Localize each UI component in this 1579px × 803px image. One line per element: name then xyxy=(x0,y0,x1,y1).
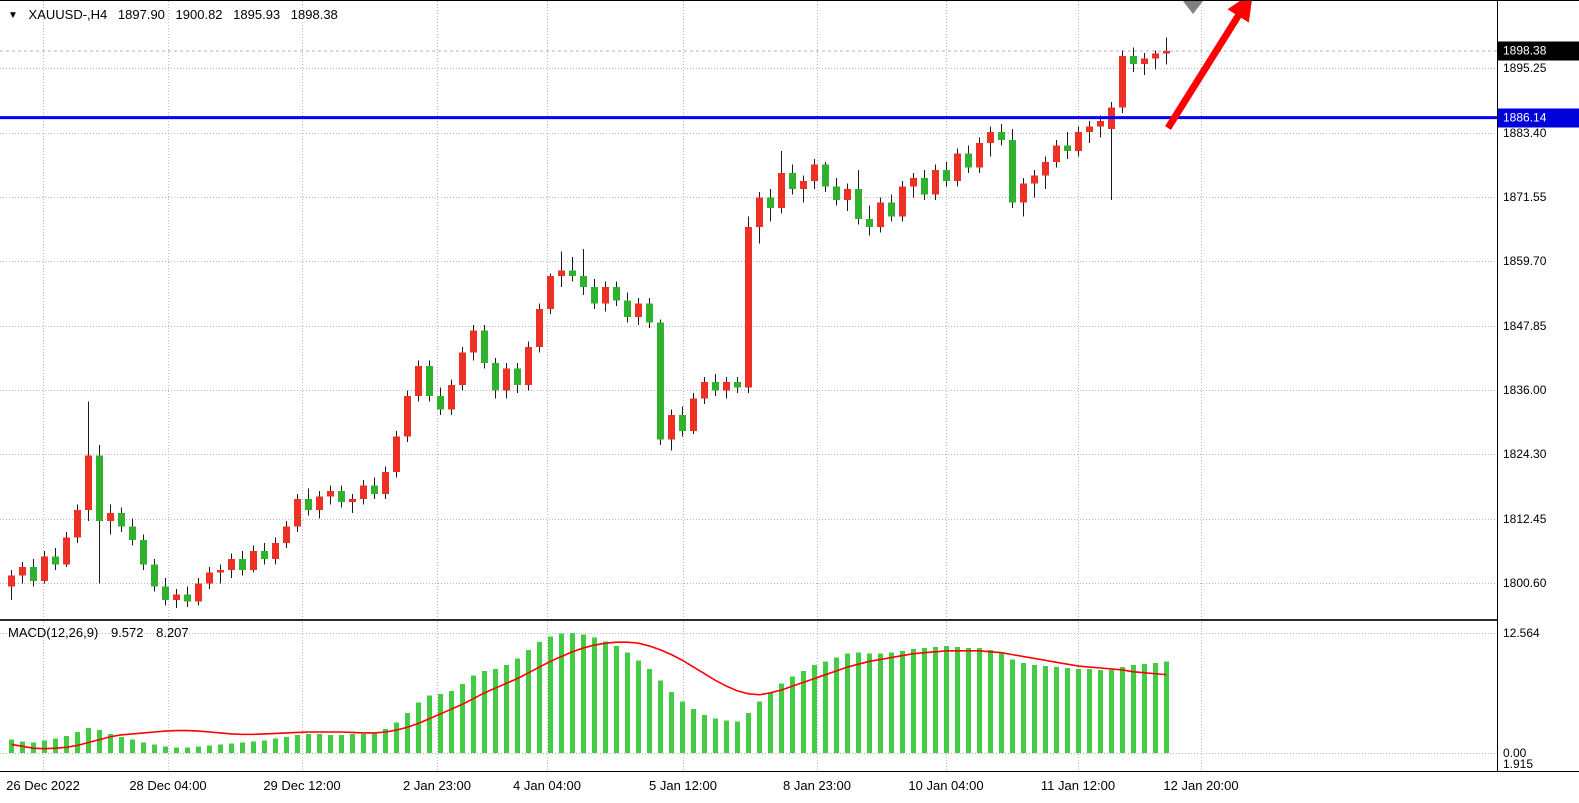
time-label: 8 Jan 23:00 xyxy=(783,778,851,793)
price-grid-label: 1859.70 xyxy=(1503,254,1547,269)
ohlc-toggle-triangle-icon[interactable]: ▼ xyxy=(8,10,18,21)
macd-indicator-label: MACD(12,26,9) 9.572 8.207 xyxy=(8,625,198,640)
time-label: 5 Jan 12:00 xyxy=(649,778,717,793)
hline-price-tag[interactable]: 1886.14 xyxy=(1498,108,1579,128)
time-label: 10 Jan 04:00 xyxy=(908,778,984,793)
macd-histogram xyxy=(9,633,1169,753)
time-label: 2 Jan 23:00 xyxy=(403,778,471,793)
price-grid-label: 1812.45 xyxy=(1503,511,1547,526)
price-grid-label: 1871.55 xyxy=(1503,189,1547,204)
time-label: 26 Dec 2022 xyxy=(6,778,80,793)
open-value: 1897.90 xyxy=(117,7,165,22)
time-label: 28 Dec 04:00 xyxy=(129,778,207,793)
price-grid-label: 1824.30 xyxy=(1503,447,1547,462)
macd-signal-line xyxy=(11,641,1167,750)
time-label: 12 Jan 20:00 xyxy=(1163,778,1239,793)
price-grid-label: 1836.00 xyxy=(1503,383,1547,398)
time-label: 29 Dec 12:00 xyxy=(263,778,341,793)
price-grid-label: 1847.85 xyxy=(1503,318,1547,333)
price-axis[interactable]: 1895.25 1883.40 1871.55 1859.70 1847.85 1836.… xyxy=(1497,1,1579,771)
macd-axis-zero-label: 0.00 xyxy=(1503,746,1527,760)
current-price-tag: 1898.38 xyxy=(1498,41,1579,61)
price-grid-label: 1895.25 xyxy=(1503,61,1547,76)
macd-main-value: 9.572 xyxy=(110,625,144,640)
chart-header: ▼ XAUUSD-,H4 1897.90 1900.82 1895.93 189… xyxy=(8,7,345,22)
down-triangle-marker-icon xyxy=(1183,1,1203,14)
grid xyxy=(0,1,1497,771)
macd-axis-min-label: 1.915 xyxy=(1503,757,1534,771)
macd-axis-max-label: 12.564 xyxy=(1503,626,1540,640)
price-grid-label: 1800.60 xyxy=(1503,576,1547,591)
low-value: 1895.93 xyxy=(233,7,281,22)
time-axis[interactable]: 26 Dec 2022 28 Dec 04:00 29 Dec 12:00 2 Jan… xyxy=(0,771,1579,803)
trend-arrow-annotation[interactable] xyxy=(1165,1,1254,130)
chart-canvas[interactable] xyxy=(0,1,1497,771)
time-label: 11 Jan 12:00 xyxy=(1040,778,1116,793)
time-label: 4 Jan 04:00 xyxy=(513,778,581,793)
candles-group xyxy=(8,37,1170,609)
price-grid-label: 1883.40 xyxy=(1503,125,1547,140)
symbol-timeframe-label: XAUUSD-,H4 xyxy=(28,7,108,22)
high-value: 1900.82 xyxy=(175,7,223,22)
macd-name: MACD(12,26,9) xyxy=(8,625,99,640)
pane-separator[interactable] xyxy=(0,619,1579,621)
macd-signal-value: 8.207 xyxy=(156,625,189,640)
close-value: 1898.38 xyxy=(290,7,338,22)
